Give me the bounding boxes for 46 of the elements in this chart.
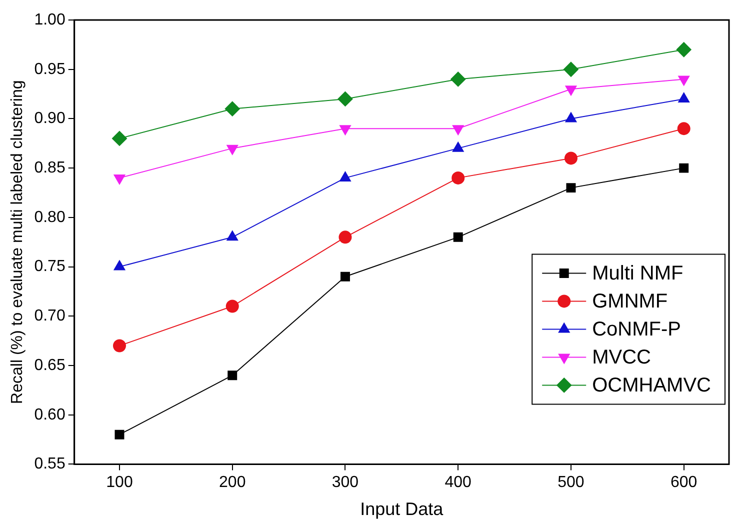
point (228, 370, 238, 380)
x-axis-title: Input Data (360, 499, 444, 520)
point (112, 130, 127, 146)
point (338, 230, 352, 244)
point (676, 42, 692, 58)
point (563, 62, 578, 77)
y-axis-title: Recall (%) to evaluate multi labeled clustering (9, 80, 26, 404)
y-tick-label: 0.95 (34, 60, 66, 78)
x-tick-label: 400 (444, 474, 472, 492)
y-tick-label: 0.80 (34, 208, 66, 226)
point (114, 430, 124, 440)
y-tick-label: 0.85 (34, 159, 66, 176)
x-tick-label: 500 (558, 474, 584, 492)
point (677, 122, 690, 136)
point (453, 232, 463, 242)
x-tick-label: 100 (106, 474, 133, 492)
legend-label: GMNMF (592, 290, 668, 313)
y-tick-label: 0.55 (34, 456, 66, 473)
y-tick-label: 1.00 (34, 11, 66, 28)
legend-label: MVCC (592, 346, 652, 369)
point (226, 230, 238, 241)
point (340, 272, 350, 282)
x-tick-label: 600 (670, 474, 698, 492)
y-tick-label: 0.75 (34, 258, 66, 276)
x-tick-label: 300 (332, 474, 359, 492)
point (679, 163, 689, 173)
legend-label: Multi NMF (592, 262, 684, 285)
point (226, 300, 239, 313)
x-tick-label: 200 (219, 474, 246, 492)
point (112, 339, 126, 352)
point (452, 171, 465, 184)
point (226, 144, 238, 155)
y-tick-label: 0.70 (34, 308, 66, 325)
point (338, 91, 353, 106)
y-tick-label: 0.60 (34, 406, 66, 424)
y-tick-label: 0.90 (34, 110, 66, 128)
point (450, 72, 466, 87)
point (565, 112, 577, 122)
y-tick-label: 0.65 (34, 356, 66, 374)
point (224, 101, 240, 116)
legend-label: CoNMF-P (592, 318, 682, 341)
point (566, 183, 576, 193)
legend-label: OCMHAMVC (592, 374, 712, 397)
point (564, 152, 578, 165)
point (114, 174, 126, 184)
point (114, 260, 126, 270)
